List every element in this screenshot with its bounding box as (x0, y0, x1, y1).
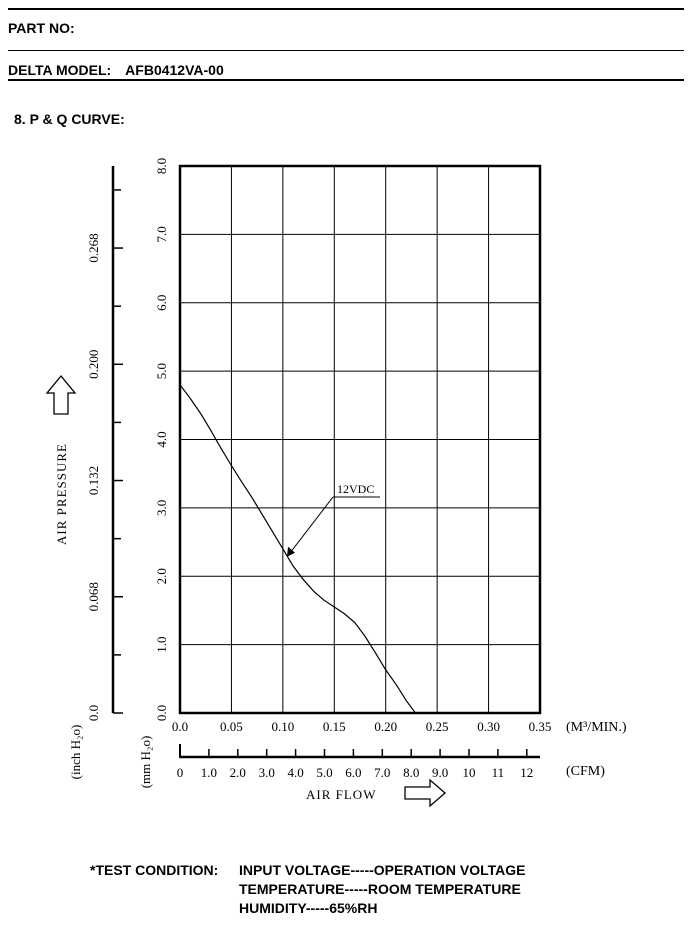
inch-axis: 0.0 0.068 0.132 0.200 0.268 (86, 166, 123, 721)
cfm-unit-label: (CFM) (566, 764, 605, 779)
y-tick-label: 7.0 (154, 226, 169, 242)
cfm-tick-label: 10 (463, 765, 476, 780)
grid (180, 166, 540, 713)
cfm-tick-label: 8.0 (403, 765, 419, 780)
cfm-tick-label: 4.0 (287, 765, 303, 780)
inch-tick-label: 0.200 (86, 350, 101, 379)
x-tick-label: 0.10 (271, 719, 294, 734)
x-tick-label: 0.25 (426, 719, 449, 734)
y-tick-label: 6.0 (154, 295, 169, 311)
y-tick-label: 3.0 (154, 500, 169, 516)
x-tick-label: 0.35 (529, 719, 552, 734)
x-axis-title: AIR FLOW (306, 787, 376, 802)
series-layer: 12VDC (179, 384, 416, 714)
test-condition-label: *TEST CONDITION: (90, 862, 219, 878)
cfm-tick-label: 1.0 (201, 765, 217, 780)
cfm-axis: 0 1.0 2.0 3.0 4.0 5.0 6.0 7.0 8.0 9.0 10 11 12 (177, 744, 540, 780)
part-no-label: PART NO: (8, 20, 75, 36)
model-divider (8, 79, 684, 81)
y-tick-label: 2.0 (154, 568, 169, 584)
cfm-tick-label: 9.0 (432, 765, 448, 780)
inch-tick-label: 0.268 (86, 233, 101, 262)
cfm-tick-label: 7.0 (374, 765, 390, 780)
y-ticks: 0.0 1.0 2.0 3.0 4.0 5.0 6.0 7.0 8.0 (154, 158, 169, 721)
top-rule (8, 8, 684, 10)
model-value: AFB0412VA-00 (125, 62, 224, 78)
x-unit-label: (M³/MIN.) (566, 720, 627, 735)
condition-line: TEMPERATURE-----ROOM TEMPERATURE (239, 881, 521, 897)
cfm-tick-label: 12 (520, 765, 533, 780)
pq-chart: 12VDC 0.0 0.05 0.10 0.15 0.20 0.25 0.30 0.35 0 1… (45, 158, 627, 808)
part-divider (8, 50, 684, 51)
cfm-tick-label: 0 (177, 765, 184, 780)
cfm-tick-label: 3.0 (259, 765, 275, 780)
cfm-tick-label: 2.0 (230, 765, 246, 780)
x-tick-label: 0.15 (323, 719, 346, 734)
condition-line: INPUT VOLTAGE-----OPERATION VOLTAGE (239, 862, 526, 878)
y-tick-label: 5.0 (154, 363, 169, 379)
annotation-label: 12VDC (337, 482, 374, 496)
model-label: DELTA MODEL: (8, 62, 112, 78)
annotation-leader (290, 496, 334, 553)
inch-unit-label: (inch H₂o) (68, 725, 83, 780)
y-tick-label: 0.0 (154, 705, 169, 721)
test-conditions: *TEST CONDITION: INPUT VOLTAGE-----OPERAT… (90, 861, 525, 918)
y-axis-title: AIR PRESSURE (54, 443, 69, 545)
annotation-arrowhead (287, 546, 295, 557)
mm-unit-label: (mm H₂o) (138, 736, 153, 789)
condition-line: HUMIDITY-----65%RH (239, 900, 378, 916)
y-tick-label: 1.0 (154, 637, 169, 653)
x-tick-label: 0.30 (477, 719, 500, 734)
cfm-tick-label: 11 (492, 765, 505, 780)
series-line-12vdc (179, 384, 416, 714)
inch-tick-label: 0.068 (86, 582, 101, 611)
plot-frame (178, 164, 542, 715)
y-tick-label: 4.0 (154, 431, 169, 447)
x-ticks: 0.0 0.05 0.10 0.15 0.20 0.25 0.30 0.35 (172, 719, 552, 734)
y-tick-label: 8.0 (154, 158, 169, 174)
inch-tick-label: 0.0 (86, 705, 101, 721)
right-arrow-icon (404, 778, 446, 808)
inch-tick-label: 0.132 (86, 466, 101, 495)
cfm-tick-label: 5.0 (316, 765, 332, 780)
cfm-tick-label: 6.0 (345, 765, 361, 780)
x-tick-label: 0.0 (172, 719, 188, 734)
model-row: DELTA MODEL: AFB0412VA-00 (8, 62, 684, 78)
x-tick-label: 0.05 (220, 719, 243, 734)
section-title: 8. P & Q CURVE: (14, 111, 125, 127)
x-tick-label: 0.20 (374, 719, 397, 734)
up-arrow-icon (45, 374, 77, 415)
